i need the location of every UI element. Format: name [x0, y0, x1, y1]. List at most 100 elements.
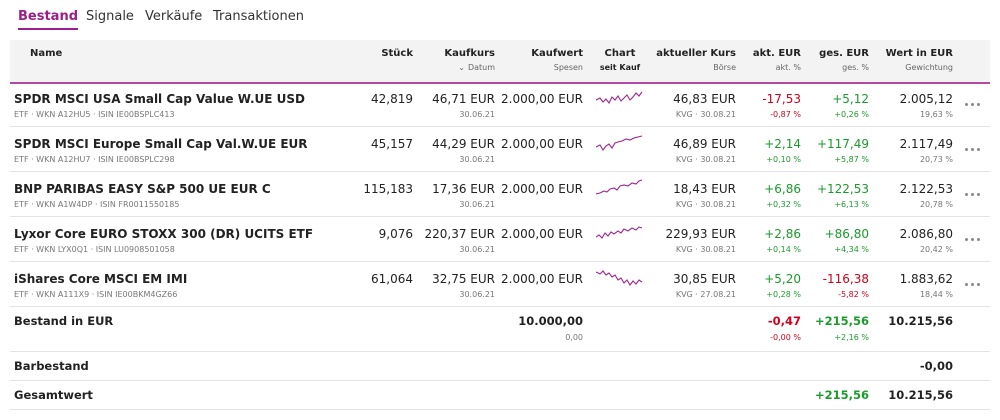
change-pct: -0,87 %	[770, 110, 801, 119]
tab[interactable]: Signale	[86, 9, 134, 24]
buy-value: 2.000,00 EUR	[501, 227, 583, 241]
total-pct: +0,26 %	[834, 110, 869, 119]
buy-value: 2.000,00 EUR	[501, 272, 583, 286]
price: 18,43 EUR	[673, 182, 736, 196]
menu-dot	[971, 193, 974, 196]
row-separator	[10, 380, 990, 381]
quantity: 42,819	[371, 92, 413, 106]
quantity: 61,064	[371, 272, 413, 286]
value: 2.117,49	[899, 137, 953, 151]
value: 2.122,53	[899, 182, 953, 196]
summary-total-abs: +215,56	[814, 314, 869, 328]
column-header: Chart	[604, 48, 636, 59]
exchange: KVG · 30.08.21	[675, 245, 736, 254]
menu-dot	[965, 238, 968, 241]
menu-dot	[971, 283, 974, 286]
sparkline-path	[596, 270, 643, 286]
cash-label: Barbestand	[14, 359, 89, 373]
tab[interactable]: Verkäufe	[145, 9, 203, 24]
change-abs: +5,20	[764, 272, 801, 286]
column-header: Stück	[381, 48, 413, 59]
value: 1.883,62	[899, 272, 953, 286]
asset-name[interactable]: SPDR MSCI USA Small Cap Value W.UE USD	[14, 92, 306, 106]
price: 30,85 EUR	[673, 272, 736, 286]
weight: 20,42 %	[919, 245, 953, 254]
menu-dot	[971, 103, 974, 106]
buy-value: 2.000,00 EUR	[501, 137, 583, 151]
sparkline-path	[596, 91, 643, 105]
row-separator	[10, 306, 990, 307]
summary-value: 10.215,56	[888, 314, 953, 328]
row-separator	[10, 126, 990, 127]
menu-dot	[977, 148, 980, 151]
value: 2.005,12	[899, 92, 953, 106]
menu-dot	[965, 193, 968, 196]
value: 2.086,80	[899, 227, 953, 241]
column-header: Kaufwert	[531, 48, 583, 59]
sparkline-path	[596, 226, 643, 239]
column-subheader: seit Kauf	[599, 63, 641, 72]
quantity: 115,183	[363, 182, 413, 196]
buy-date: 30.06.21	[459, 245, 495, 254]
price: 46,89 EUR	[673, 137, 736, 151]
row-menu[interactable]	[965, 145, 983, 153]
column-header: akt. EUR	[752, 48, 801, 59]
column-subheader: akt. %	[775, 63, 801, 72]
sparkline[interactable]	[596, 88, 644, 110]
total-abs: +117,49	[816, 137, 869, 151]
weight: 18,44 %	[919, 290, 953, 299]
row-menu[interactable]	[965, 100, 983, 108]
total-pct: +5,87 %	[834, 155, 869, 164]
tab[interactable]: Transaktionen	[213, 9, 304, 24]
sparkline[interactable]	[596, 223, 644, 245]
asset-name[interactable]: iShares Core MSCI EM IMI	[14, 272, 188, 286]
total-abs: +215,56	[814, 388, 869, 402]
exchange: KVG · 30.08.21	[675, 200, 736, 209]
change-abs: -17,53	[762, 92, 801, 106]
table-header: Name Stück Kaufkurs ⌄ Datum Kaufwert Spesen Cha…	[10, 40, 990, 84]
row-menu[interactable]	[965, 190, 983, 198]
asset-details: ETF · WKN A12HU5 · ISIN IE00BSPLC413	[14, 110, 175, 119]
sparkline[interactable]	[596, 268, 644, 290]
change-pct: +0,10 %	[766, 155, 801, 164]
buy-date: 30.06.21	[459, 155, 495, 164]
total-pct: +6,13 %	[834, 200, 869, 209]
row-menu[interactable]	[965, 235, 983, 243]
asset-name[interactable]: BNP PARIBAS EASY S&P 500 UE EUR C	[14, 182, 271, 196]
summary-fees: 0,00	[565, 333, 583, 342]
price: 229,93 EUR	[665, 227, 736, 241]
row-separator	[10, 261, 990, 262]
summary-label: Bestand in EUR	[14, 314, 114, 328]
buy-price: 46,71 EUR	[432, 92, 495, 106]
menu-dot	[977, 103, 980, 106]
menu-dot	[965, 103, 968, 106]
sparkline[interactable]	[596, 178, 644, 200]
buy-price: 44,29 EUR	[432, 137, 495, 151]
column-header: ges. EUR	[819, 48, 869, 59]
asset-name[interactable]: SPDR MSCI Europe Small Cap Val.W.UE EUR	[14, 137, 308, 151]
column-subheader: Spesen	[553, 63, 583, 72]
buy-date: 30.06.21	[459, 200, 495, 209]
tab[interactable]: Bestand	[18, 9, 79, 30]
sparkline[interactable]	[596, 133, 644, 155]
menu-dot	[977, 193, 980, 196]
change-abs: +2,14	[764, 137, 801, 151]
summary-change-abs: -0,47	[767, 314, 801, 328]
buy-date: 30.06.21	[459, 290, 495, 299]
row-separator	[10, 351, 990, 352]
row-menu[interactable]	[965, 280, 983, 288]
sort-icon[interactable]: ⌄	[458, 63, 465, 72]
buy-date: 30.06.21	[459, 110, 495, 119]
buy-value: 2.000,00 EUR	[501, 92, 583, 106]
column-subheader: ges. %	[842, 63, 869, 72]
total-pct: +4,34 %	[834, 245, 869, 254]
total-abs: -116,38	[822, 272, 869, 286]
weight: 20,78 %	[919, 200, 953, 209]
weight: 19,63 %	[919, 110, 953, 119]
total-pct: -5,82 %	[838, 290, 869, 299]
weight: 20,73 %	[919, 155, 953, 164]
summary-total-pct: +2,16 %	[834, 333, 869, 342]
asset-name[interactable]: Lyxor Core EURO STOXX 300 (DR) UCITS ETF	[14, 227, 314, 241]
summary-buy-value: 10.000,00	[518, 314, 583, 328]
